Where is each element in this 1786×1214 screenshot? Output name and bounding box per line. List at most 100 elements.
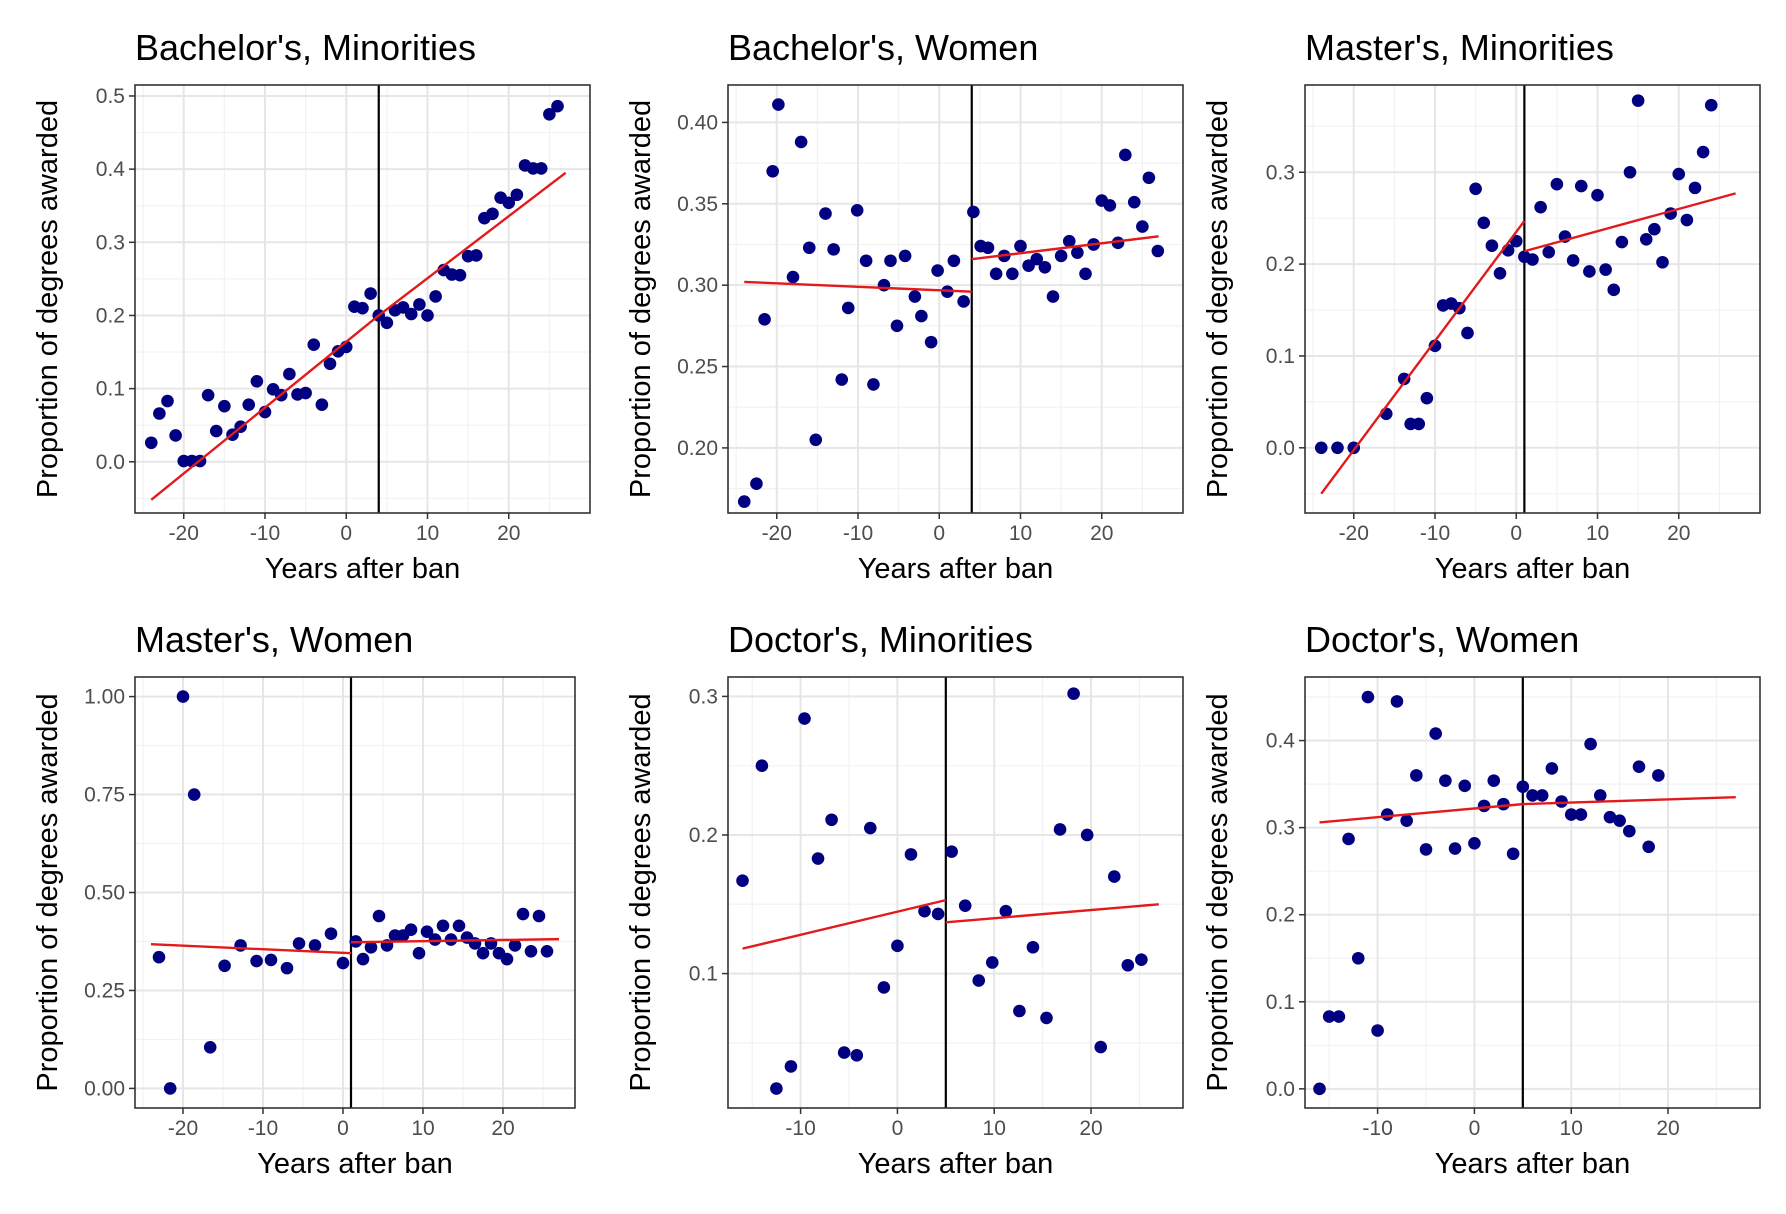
data-point — [356, 301, 369, 315]
data-point — [315, 398, 329, 412]
x-tick-label: 10 — [1586, 522, 1609, 545]
panel-title: Bachelor's, Minorities — [135, 27, 476, 68]
x-axis-title: Years after ban — [265, 553, 461, 585]
fit-line — [1524, 192, 1736, 253]
data-point — [1574, 808, 1588, 821]
data-point — [904, 848, 918, 861]
data-point — [1526, 789, 1539, 802]
data-point — [1040, 1011, 1053, 1025]
fit-line — [744, 280, 972, 293]
y-axis-title: Proportion of degrees awarded — [625, 693, 657, 1091]
data-point — [1535, 789, 1549, 802]
panel-border — [134, 84, 591, 514]
data-point — [924, 335, 938, 349]
data-point — [283, 367, 296, 381]
data-point — [1448, 842, 1462, 855]
data-point — [364, 287, 377, 300]
data-point — [1142, 171, 1156, 185]
y-tick-label: 0.2 — [689, 824, 718, 847]
fit-line — [1320, 220, 1526, 495]
data-point — [1672, 167, 1686, 181]
data-point — [918, 904, 931, 918]
data-point — [500, 952, 514, 966]
data-point — [825, 813, 838, 827]
y-tick-label: 0.2 — [96, 304, 125, 327]
data-point — [1555, 795, 1568, 808]
data-point — [784, 1060, 798, 1073]
y-tick-label: 0.4 — [1266, 730, 1296, 753]
panel-border — [1304, 84, 1761, 514]
data-point — [1410, 769, 1423, 782]
data-point — [1469, 182, 1482, 196]
data-point — [250, 375, 264, 388]
y-tick-label: 0.3 — [1266, 161, 1295, 184]
y-tick-label: 0.1 — [689, 963, 718, 986]
data-point — [1079, 267, 1092, 281]
data-point — [1542, 245, 1556, 259]
y-axis-title: Proportion of degrees awarded — [32, 693, 64, 1091]
data-point — [1026, 940, 1040, 954]
data-point — [841, 301, 855, 315]
panel-background — [1305, 677, 1760, 1108]
data-point — [429, 290, 442, 303]
data-point — [1136, 220, 1149, 233]
data-point — [750, 477, 763, 491]
x-tick-label: 10 — [1009, 522, 1032, 545]
fit-line — [150, 314, 380, 501]
data-point — [931, 264, 944, 277]
data-point — [364, 941, 378, 954]
data-point — [772, 98, 785, 111]
data-point — [1371, 1024, 1384, 1037]
panel-title: Doctor's, Minorities — [728, 619, 1033, 660]
data-point — [931, 907, 945, 921]
data-point — [1603, 810, 1617, 824]
data-point — [502, 196, 516, 210]
panel-1: Bachelor's, Minorities Years after ban P… — [32, 27, 591, 585]
x-tick-label: 0 — [892, 1117, 904, 1140]
x-tick-label: -20 — [168, 1117, 198, 1140]
fit-line — [1522, 795, 1736, 806]
data-point — [1046, 290, 1060, 303]
data-point — [453, 268, 467, 282]
data-point — [1429, 727, 1442, 740]
data-point — [1342, 832, 1355, 846]
data-point — [1038, 260, 1052, 274]
data-point — [428, 933, 442, 946]
data-point — [486, 207, 499, 221]
panel-background — [135, 85, 590, 513]
data-point — [404, 307, 418, 321]
data-point — [1103, 199, 1117, 212]
x-tick-label: -10 — [1362, 1117, 1392, 1140]
data-point — [1477, 216, 1491, 230]
data-point — [1696, 145, 1710, 159]
data-point — [867, 378, 880, 391]
panel-title: Master's, Women — [135, 619, 413, 660]
y-tick-label: 1.00 — [84, 686, 125, 709]
data-point — [1361, 690, 1375, 704]
data-point — [1623, 824, 1636, 838]
data-point — [770, 1082, 783, 1095]
data-point — [1516, 780, 1530, 794]
x-tick-label: 10 — [416, 522, 439, 545]
panel-title: Master's, Minorities — [1305, 27, 1614, 68]
y-tick-label: 0.2 — [1266, 253, 1295, 276]
data-point — [1550, 177, 1564, 191]
data-point — [1534, 200, 1547, 214]
data-point — [981, 241, 995, 255]
data-point — [1322, 1010, 1336, 1023]
data-point — [908, 290, 922, 303]
data-point — [1351, 951, 1365, 965]
data-point — [468, 937, 482, 950]
data-point — [786, 270, 800, 284]
y-tick-label: 0.20 — [677, 437, 718, 460]
data-point — [819, 207, 832, 220]
x-tick-label: -20 — [1339, 522, 1369, 545]
data-point — [510, 188, 524, 202]
data-point — [543, 107, 556, 121]
data-point — [827, 243, 840, 256]
data-point — [1493, 266, 1507, 280]
data-point — [299, 386, 312, 400]
x-tick-label: -10 — [248, 1117, 278, 1140]
y-tick-label: 0.0 — [1266, 1078, 1295, 1101]
data-point — [811, 852, 825, 865]
